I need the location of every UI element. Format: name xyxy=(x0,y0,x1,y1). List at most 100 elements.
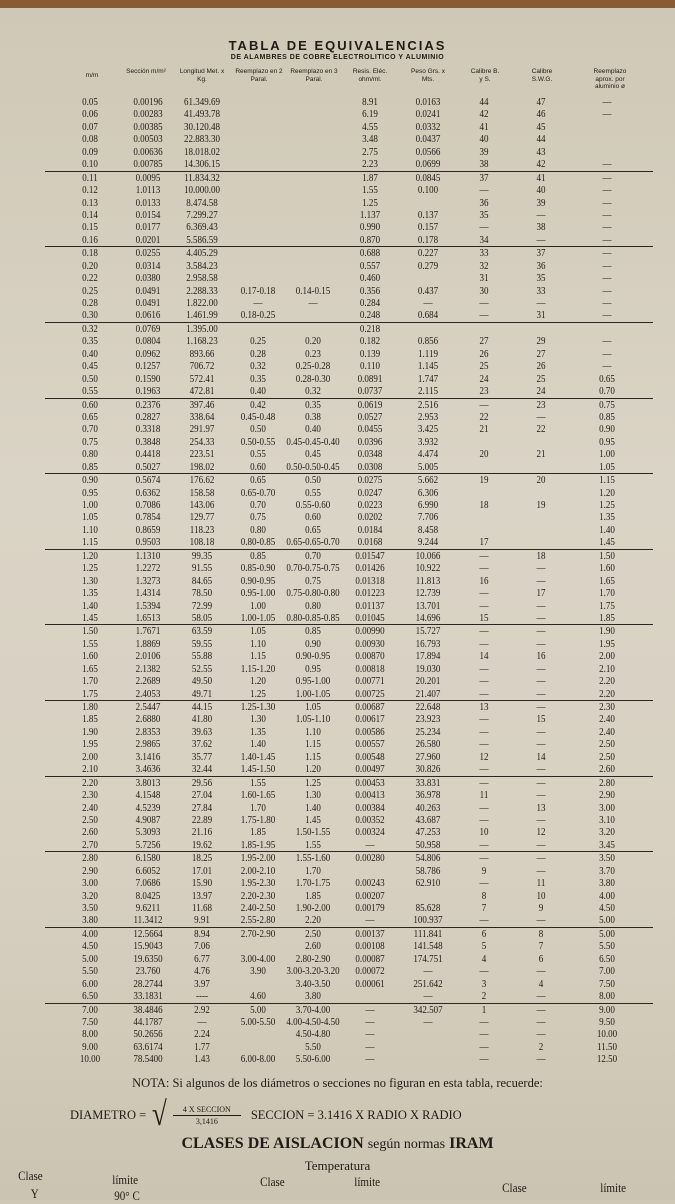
cell-replace-3: 0.55 xyxy=(305,486,321,499)
cell-diameter: 0.13 xyxy=(82,196,98,209)
cell-replace-3: 1.25 xyxy=(305,776,321,789)
cell-section: 7.0686 xyxy=(135,877,161,890)
cell-replace-3: 1.05-1.10 xyxy=(295,713,331,726)
cell-resistance: 0.0737 xyxy=(357,385,383,398)
cell-bs-gauge: 23 xyxy=(479,385,489,398)
cell-replace-3: 0.95 xyxy=(305,662,321,675)
cell-resistance: 0.00930 xyxy=(355,637,385,650)
cell-bs-gauge: 33 xyxy=(479,247,489,260)
cell-length: 84.65 xyxy=(191,574,213,587)
table-row: 0.60 0.2376 397.46 0.42 0.35 0.0619 2.516 — 23 0.… xyxy=(0,399,675,411)
cell-resistance: 0.557 xyxy=(359,259,381,272)
cell-aluminium: 8.00 xyxy=(599,990,615,1003)
cell-section: 0.3318 xyxy=(135,423,161,436)
cell-length: 1.43 xyxy=(194,1053,210,1066)
cell-aluminium: 1.35 xyxy=(599,511,615,524)
cell-replace-3: 0.28-0.30 xyxy=(295,372,331,385)
col-header-section: Sección m/m² xyxy=(126,68,166,75)
cell-aluminium: 0.75 xyxy=(599,398,615,411)
formula-numerator: 4 X SECCION xyxy=(172,1105,241,1116)
cell-length: 108.18 xyxy=(189,536,215,549)
cell-section: 78.5400 xyxy=(133,1053,163,1066)
cell-swg-gauge: — xyxy=(536,662,546,675)
cell-replace-3: 1.20 xyxy=(305,763,321,776)
cell-replace-2: 1.75-1.80 xyxy=(240,813,276,826)
cell-aluminium: 1.85 xyxy=(599,611,615,624)
cell-swg-gauge: — xyxy=(536,233,546,246)
cell-aluminium: — xyxy=(602,360,612,373)
cell-diameter: 0.65 xyxy=(82,410,98,423)
cell-swg-gauge: 17 xyxy=(536,587,546,600)
cell-aluminium: 2.50 xyxy=(599,750,615,763)
cell-weight: 19.030 xyxy=(415,662,441,675)
cell-resistance: 0.00280 xyxy=(355,852,385,865)
table-row: 2.50 4.9087 22.89 1.75-1.80 1.45 0.00352 43.68… xyxy=(0,814,675,826)
table-row: 0.95 0.6362 158.58 0.65-0.70 0.55 0.0247 6.306… xyxy=(0,487,675,499)
cell-swg-gauge: — xyxy=(536,813,546,826)
cell-diameter: 0.30 xyxy=(82,309,98,322)
cell-aluminium: 7.00 xyxy=(599,965,615,978)
cell-resistance: 0.00072 xyxy=(355,965,385,978)
cell-length: 706.72 xyxy=(189,360,215,373)
cell-resistance: 0.00586 xyxy=(355,725,385,738)
cell-resistance: 0.01045 xyxy=(355,611,385,624)
cell-swg-gauge: 27 xyxy=(536,347,546,360)
cell-section: 0.2376 xyxy=(135,398,161,411)
cell-length: 39.63 xyxy=(191,725,213,738)
cell-resistance: — xyxy=(365,914,375,927)
cell-section: 2.6880 xyxy=(135,713,161,726)
cell-weight: 1.747 xyxy=(417,372,439,385)
cell-replace-2: 0.50 xyxy=(250,423,266,436)
cell-replace-2: 2.70-2.90 xyxy=(240,927,276,940)
cell-aluminium: 12.50 xyxy=(596,1053,618,1066)
cell-bs-gauge: — xyxy=(479,637,489,650)
table-row: 1.60 2.0106 55.88 1.15 0.90-0.95 0.00870 17.89… xyxy=(0,650,675,662)
cell-swg-gauge: — xyxy=(536,562,546,575)
cell-resistance: 0.182 xyxy=(359,335,381,348)
cell-aluminium: 3.80 xyxy=(599,877,615,890)
cell-swg-gauge: 24 xyxy=(536,385,546,398)
cell-length: 22.89 xyxy=(191,813,213,826)
cell-replace-2: 1.40 xyxy=(250,738,266,751)
note-text: NOTA: Si algunos de los diámetros o secc… xyxy=(132,1076,543,1090)
cell-aluminium: 11.50 xyxy=(597,1040,617,1053)
cell-diameter: 0.35 xyxy=(82,335,98,348)
table-row: 1.15 0.9503 108.18 0.80-0.85 0.65-0.65-0.70 0… xyxy=(45,536,653,550)
cell-replace-2: 1.00-1.05 xyxy=(240,611,276,624)
cell-length: 17.01 xyxy=(191,864,213,877)
cell-diameter: 0.90 xyxy=(82,474,98,487)
table-row: 5.50 23.760 4.76 3.90 3.00-3.20-3.20 0.00072 —… xyxy=(0,965,675,977)
cell-bs-gauge: 44 xyxy=(479,96,489,108)
cell-length: ---- xyxy=(195,990,209,1003)
cell-aluminium: — xyxy=(602,158,612,171)
cell-aluminium: 0.95 xyxy=(599,435,615,448)
cell-swg-gauge: — xyxy=(536,599,546,612)
cell-bs-gauge: 6 xyxy=(481,927,487,940)
cell-swg-gauge: 4 xyxy=(538,977,544,990)
table-row: 0.30 0.0616 1.461.99 0.18-0.25 0.248 0.684 — 31… xyxy=(45,309,653,323)
cell-section: 0.0491 xyxy=(135,297,161,309)
cell-swg-gauge: 26 xyxy=(536,360,546,373)
cell-replace-2: — xyxy=(253,297,263,309)
table-row: 3.50 9.6211 11.68 2.40-2.50 1.90-2.00 0.00179… xyxy=(0,902,675,914)
table-row: 1.65 2.1382 52.55 1.15-1.20 0.95 0.00818 19.03… xyxy=(0,663,675,675)
cell-diameter: 0.45 xyxy=(82,360,98,373)
cell-swg-gauge: 44 xyxy=(536,133,546,146)
cell-section: 0.3848 xyxy=(135,435,161,448)
cell-weight: 0.227 xyxy=(417,247,439,260)
cell-diameter: 0.95 xyxy=(82,486,98,499)
cell-swg-gauge: 47 xyxy=(536,96,546,108)
cell-diameter: 3.00 xyxy=(82,877,98,890)
cell-length: 223.51 xyxy=(189,448,215,461)
cell-length: 9.91 xyxy=(194,914,210,927)
cell-diameter: 2.30 xyxy=(82,789,98,802)
table-row: 1.25 1.2272 91.55 0.85-0.90 0.70-0.75-0.75 0.… xyxy=(0,562,675,574)
cell-replace-2: 1.60-1.65 xyxy=(240,789,276,802)
cell-aluminium: 1.15 xyxy=(599,474,615,487)
formula-lhs: DIAMETRO = xyxy=(70,1107,147,1122)
cell-weight: 2.516 xyxy=(417,398,439,411)
cell-swg-gauge: — xyxy=(536,208,546,221)
cell-replace-3: 0.80-0.85-0.85 xyxy=(286,611,340,624)
cell-diameter: 1.60 xyxy=(82,650,98,663)
cell-length: 3.97 xyxy=(194,977,210,990)
